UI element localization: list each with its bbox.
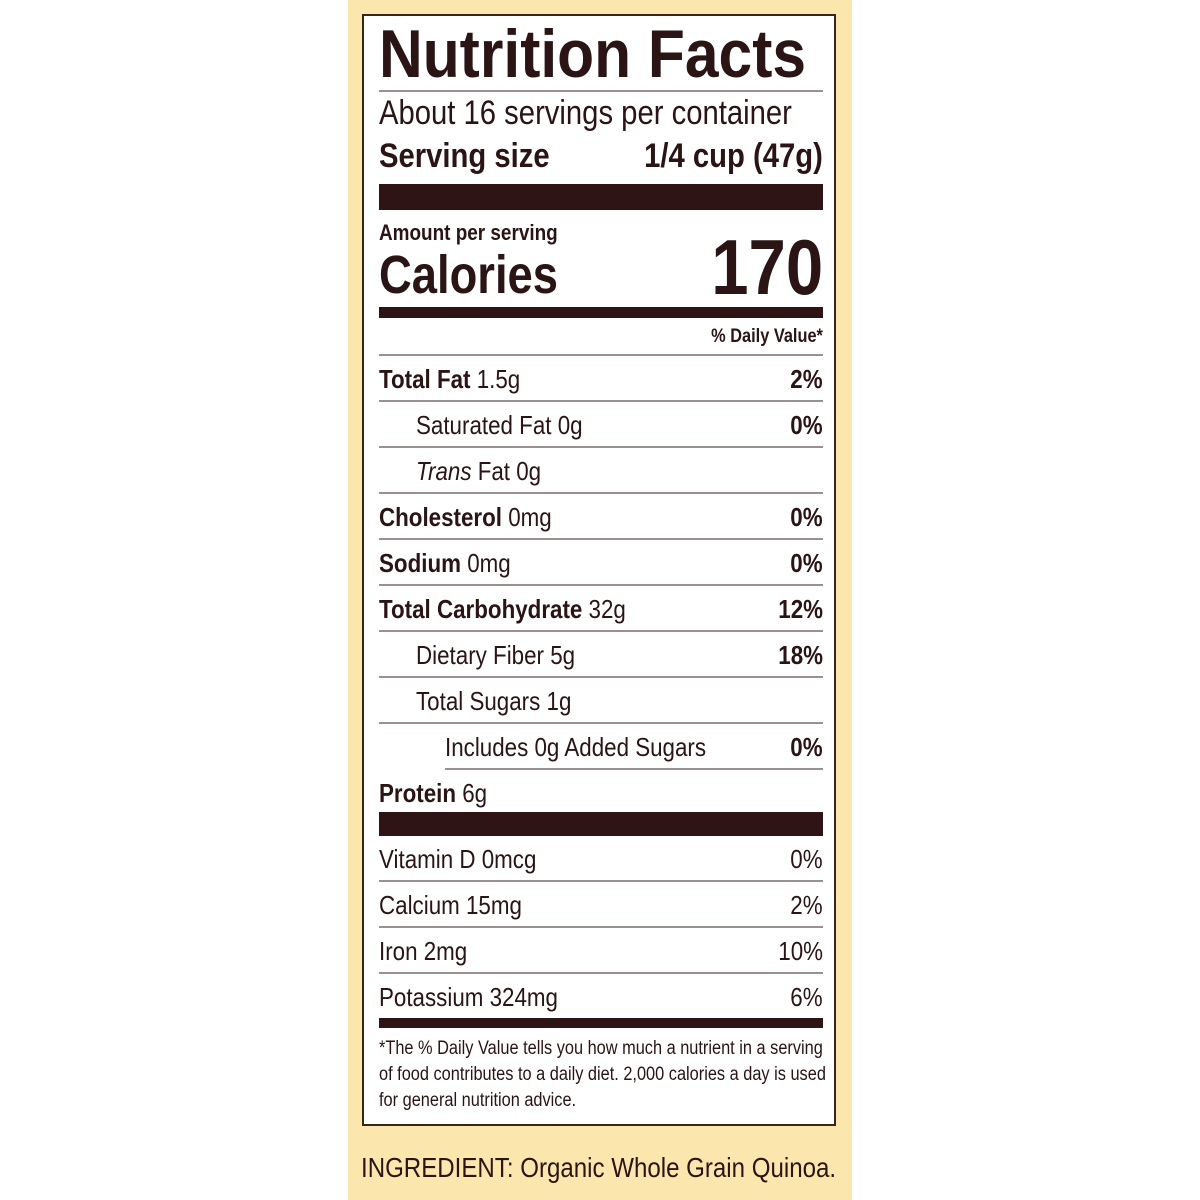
nutrient-dv: 0% [790,502,823,532]
daily-value-header-text: % Daily Value* [711,326,823,347]
nutrient-row: Saturated Fat 0g 0% [379,402,823,448]
nutrient-name: Dietary Fiber 5g [416,640,576,670]
nutrient-row: Includes 0g Added Sugars 0% [379,724,823,770]
nutrient-label: Dietary Fiber 5g [416,632,601,678]
divider [379,446,823,448]
medium-divider [379,1018,823,1028]
divider [379,400,823,402]
nutrient-dv: 0% [790,732,823,762]
vitamin-row: Vitamin D 0mcg 0% [379,836,823,882]
nutrient-label: Sodium 0mg [379,540,532,586]
nutrient-dv: 0% [790,410,823,440]
nutrient-row: Total Fat 1.5g 2% [379,356,823,402]
divider [379,538,823,540]
nutrient-row: Total Sugars 1g [379,678,823,724]
nutrient-name: Saturated Fat 0g [416,410,583,440]
servings-text: About 16 servings per container [379,94,792,132]
serving-size-label: Serving size [379,136,577,176]
nutrient-amount: 6g [456,778,488,808]
nutrient-label: Includes 0g Added Sugars [445,724,749,770]
vitamin-dv: 10% [778,936,823,966]
divider [379,584,823,586]
nutrient-label: Saturated Fat 0g [416,402,610,448]
amount-per-serving-text: Amount per serving [379,220,558,245]
nutrient-name: Total Carbohydrate [379,594,583,624]
ingredients-text: INGREDIENT: Organic Whole Grain Quinoa. [361,1152,837,1183]
nutrient-name: Includes 0g Added Sugars [445,732,707,762]
ingredients: INGREDIENT: Organic Whole Grain Quinoa. [361,1151,913,1185]
serving-size-value: 1/4 cup (47g) [615,136,823,176]
amount-per-serving: Amount per serving [379,219,587,247]
calories-value-text: 170 [711,223,823,311]
divider [379,630,823,632]
serving-size-label-text: Serving size [379,137,550,175]
nutrient-amount: 0mg [502,502,552,532]
nutrient-label: Protein 6g [379,770,505,816]
vitamin-dv: 6% [790,982,823,1012]
vitamin-dv: 0% [790,844,823,874]
vitamin-label: Iron 2mg [379,936,468,966]
vitamin-label: Calcium 15mg [379,890,522,920]
nutrient-label: Total Fat 1.5g [379,356,543,402]
daily-value-header: % Daily Value* [693,325,823,349]
calories-label: Calories [379,246,592,304]
divider [379,90,823,92]
nutrient-name: Total Fat [379,364,471,394]
nutrient-name: Protein [379,778,457,808]
nutrient-dv: 12% [778,594,823,624]
nutrient-row: Protein 6g [379,770,823,816]
nutrition-title: Nutrition Facts [379,18,859,90]
calories-label-text: Calories [379,245,559,305]
title-text: Nutrition Facts [379,16,807,92]
vitamin-label: Vitamin D 0mcg [379,844,537,874]
servings-per-container: About 16 servings per container [379,94,859,132]
divider [379,354,823,356]
thick-divider [379,184,823,210]
divider [379,492,823,494]
nutrient-name: Sodium [379,548,461,578]
divider [445,768,823,770]
nutrient-label: Total Sugars 1g [416,678,597,724]
nutrient-label: Trans Fat 0g [416,448,561,494]
nutrient-label: Total Carbohydrate 32g [379,586,666,632]
nutrient-amount: Fat 0g [471,456,542,486]
thick-divider [379,812,823,836]
divider [379,676,823,678]
nutrient-amount: 1.5g [470,364,521,394]
nutrient-amount: 32g [582,594,626,624]
divider [379,880,823,882]
nutrient-dv: 2% [790,364,823,394]
nutrient-row: Total Carbohydrate 32g 12% [379,586,823,632]
nutrient-amount: 0mg [460,548,511,578]
nutrient-row: Sodium 0mg 0% [379,540,823,586]
vitamin-row: Potassium 324mg 6% [379,974,823,1020]
divider [379,722,823,724]
nutrient-label: Cholesterol 0mg [379,494,580,540]
vitamin-label: Potassium 324mg [379,982,558,1012]
vitamin-row: Calcium 15mg 2% [379,882,823,928]
vitamin-dv: 2% [790,890,823,920]
nutrient-name: Trans [416,456,472,486]
divider [379,972,823,974]
calories-value: 170 [693,228,823,306]
nutrient-name: Total Sugars 1g [416,686,572,716]
nutrient-row: Trans Fat 0g [379,448,823,494]
nutrient-row: Cholesterol 0mg 0% [379,494,823,540]
serving-size-value-text: 1/4 cup (47g) [644,137,823,175]
nutrient-dv: 18% [778,640,823,670]
vitamin-row: Iron 2mg 10% [379,928,823,974]
nutrient-name: Cholesterol [379,502,503,532]
divider [379,926,823,928]
medium-divider [379,307,823,318]
nutrient-row: Dietary Fiber 5g 18% [379,632,823,678]
nutrient-dv: 0% [790,548,823,578]
footnote: *The % Daily Value tells you how much a … [379,1038,826,1111]
